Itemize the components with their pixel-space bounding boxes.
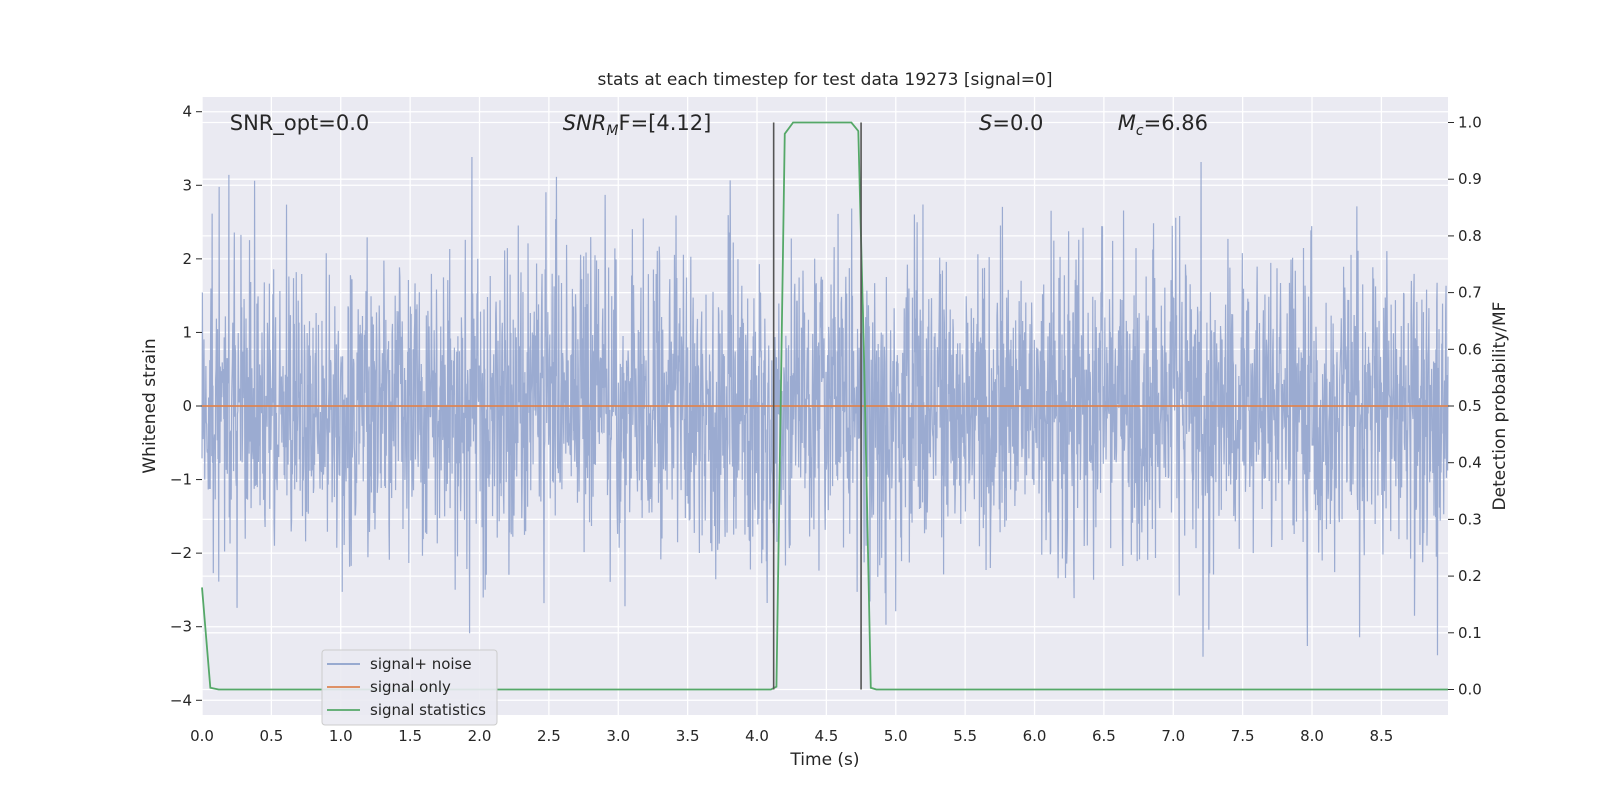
x-tick-label: 6.0 [1023, 727, 1047, 745]
x-tick-label: 8.0 [1300, 727, 1324, 745]
legend: signal+ noise signal only signal statistic… [321, 649, 498, 726]
y-right-tick-label: 0.9 [1458, 170, 1482, 188]
legend-box [321, 649, 498, 726]
y-right-tick-label: 0.5 [1458, 397, 1482, 415]
x-tick-label: 4.5 [814, 727, 838, 745]
annotation: Mc=6.86 [1118, 111, 1208, 139]
x-tick-label: 7.0 [1161, 727, 1185, 745]
axes: 0.0 0.5 1.0 1.5 2.0 2.5 3.0 3.5 4.0 4.5 5.0 5.5 6.0 6… [170, 103, 1482, 745]
legend-entry: signal+ noise [370, 655, 472, 673]
y-tick-label: −4 [170, 691, 192, 709]
y-tick-label: −3 [170, 618, 192, 636]
y-tick-label: 1 [182, 323, 192, 341]
y-right-tick-label: 0.8 [1458, 227, 1482, 245]
x-tick-label: 0.0 [190, 727, 214, 745]
chart-title: stats at each timestep for test data 192… [598, 70, 1053, 90]
x-tick-label: 3.5 [676, 727, 700, 745]
y-tick-label: 2 [182, 250, 192, 268]
x-tick-label: 1.0 [329, 727, 353, 745]
x-tick-label: 8.5 [1369, 727, 1393, 745]
y-tick-label: −1 [170, 471, 192, 489]
y-right-tick-label: 0.0 [1458, 680, 1482, 698]
legend-entry: signal statistics [370, 701, 486, 719]
y-right-tick-label: 0.4 [1458, 454, 1482, 472]
x-tick-label: 0.5 [259, 727, 283, 745]
signal-statistics-line [201, 121, 1448, 691]
y-tick-label: 4 [182, 103, 192, 121]
y-axis-label: Whitened strain [140, 338, 160, 473]
y-right-tick-label: 1.0 [1458, 114, 1482, 132]
y-right-tick-label: 0.3 [1458, 510, 1482, 528]
x-tick-label: 1.5 [398, 727, 422, 745]
y-right-tick-label: 0.1 [1458, 624, 1482, 642]
y-tick-label: 3 [182, 176, 192, 194]
x-tick-label: 7.5 [1231, 727, 1255, 745]
legend-entry: signal only [370, 678, 451, 696]
y-right-tick-label: 0.6 [1458, 340, 1482, 358]
x-tick-label: 5.0 [884, 727, 908, 745]
x-tick-label: 2.5 [537, 727, 561, 745]
signal-noise-series [201, 157, 1449, 657]
signal-noise-line [201, 157, 1449, 657]
x-tick-label: 4.0 [745, 727, 769, 745]
x-tick-label: 5.5 [953, 727, 977, 745]
x-tick-label: 3.0 [606, 727, 630, 745]
annotation: SNR_opt=0.0 [230, 111, 370, 136]
annotations: SNR_opt=0.0 SNRMF=[4.12] S=0.0 Mc=6.86 [230, 111, 1208, 139]
annotation: S=0.0 [979, 111, 1043, 135]
y-tick-label: 0 [182, 397, 192, 415]
x-tick-label: 2.0 [468, 727, 492, 745]
x-axis-label: Time (s) [789, 750, 859, 770]
y-tick-label: −2 [170, 544, 192, 562]
x-tick-label: 6.5 [1092, 727, 1116, 745]
annotation: SNRMF=[4.12] [563, 111, 712, 139]
y-right-tick-label: 0.2 [1458, 567, 1482, 585]
y-axis-right-label: Detection probability/MF [1490, 302, 1510, 511]
y-right-tick-label: 0.7 [1458, 284, 1482, 302]
chart-lines [201, 121, 1448, 691]
